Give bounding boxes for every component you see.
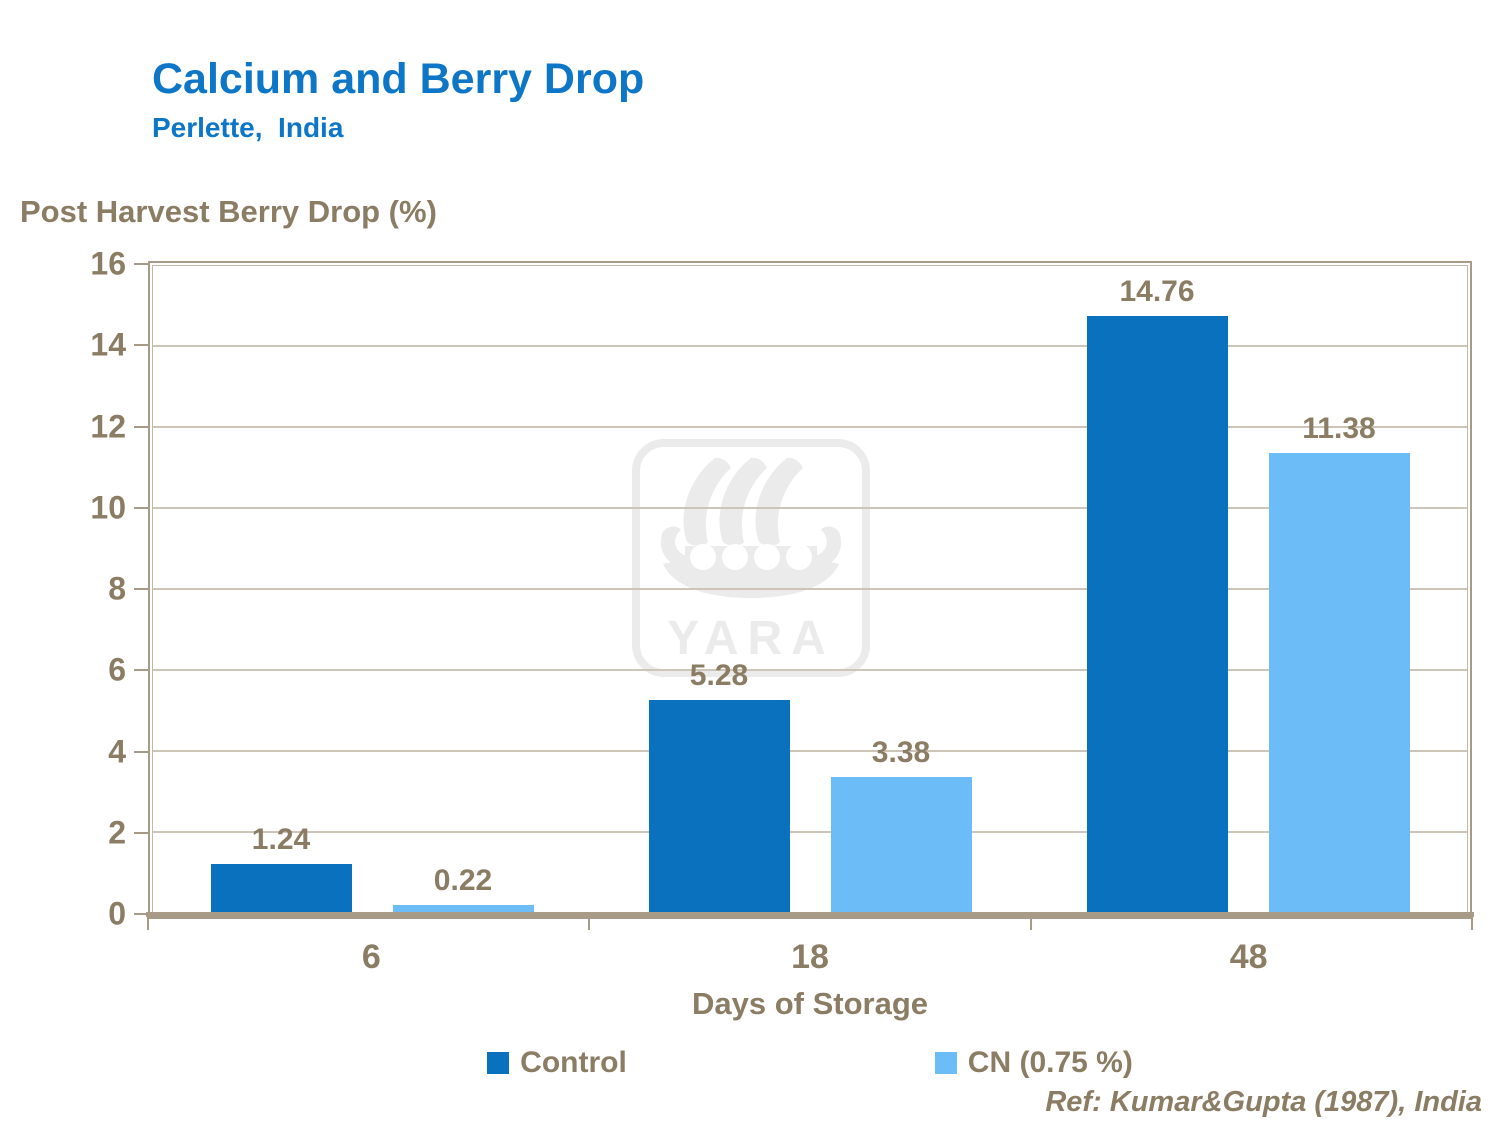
gridline xyxy=(153,588,1467,590)
legend-swatch xyxy=(487,1052,510,1074)
x-category-label: 48 xyxy=(1229,938,1268,976)
watermark-text: YARA xyxy=(667,612,835,665)
y-tick-label: 16 xyxy=(90,245,126,282)
bar-value-label: 3.38 xyxy=(871,736,931,770)
x-axis-labels: 6 18 48 xyxy=(152,938,1468,977)
y-tick-label: 12 xyxy=(90,408,126,444)
x-tick-mark xyxy=(1029,917,1032,930)
bar-cn-0-75- xyxy=(392,905,534,914)
gridline xyxy=(153,831,1467,833)
x-tick-mark xyxy=(1471,917,1473,930)
y-axis-ticks xyxy=(134,263,150,915)
slide-subtitle: Perlette, India xyxy=(152,112,344,143)
slide-title: Calcium and Berry Drop xyxy=(152,55,645,103)
legend-swatch xyxy=(934,1052,957,1074)
bar-value-label: 0.22 xyxy=(433,864,493,898)
bar-control xyxy=(648,700,790,914)
y-tick-label: 8 xyxy=(108,570,126,607)
bar-unit: 5.28 xyxy=(648,266,790,914)
bar-group-48: 14.76 11.38 xyxy=(1029,266,1467,914)
legend-item-control: Control xyxy=(487,1046,627,1080)
y-tick-label: 14 xyxy=(90,326,126,363)
bar-unit: 3.38 xyxy=(830,266,972,914)
y-tick-label: 6 xyxy=(108,651,126,688)
yara-watermark-logo: YARA xyxy=(632,439,870,677)
bar-cn-0-75- xyxy=(1268,453,1410,914)
bar-cn-0-75- xyxy=(830,777,972,914)
legend-label: Control xyxy=(520,1046,627,1079)
legend-item-cn-0-75-: CN (0.75 %) xyxy=(934,1046,1133,1080)
plot-inner: YARA 1.24 0.22 5.28 3.38 14.76 11.38 xyxy=(153,266,1467,914)
y-tick-mark xyxy=(134,750,150,753)
gridlines xyxy=(153,266,1467,914)
legend: Control CN (0.75 %) xyxy=(152,1046,1468,1080)
y-tick-label: 4 xyxy=(108,733,126,769)
legend-label: CN (0.75 %) xyxy=(967,1046,1133,1079)
x-tick-mark xyxy=(147,917,149,930)
y-tick-mark xyxy=(134,669,150,672)
y-tick-mark xyxy=(134,506,150,509)
bars: 1.24 0.22 5.28 3.38 14.76 11.38 xyxy=(153,266,1467,914)
bar-unit: 1.24 xyxy=(210,266,352,914)
gridline xyxy=(153,507,1467,509)
y-tick-label: 0 xyxy=(108,895,126,932)
x-category-label: 18 xyxy=(791,938,829,976)
bar-unit: 0.22 xyxy=(392,266,534,914)
bar-value-label: 14.76 xyxy=(1119,275,1195,309)
gridline xyxy=(153,345,1467,347)
gridline xyxy=(153,750,1467,752)
bar-control xyxy=(1086,316,1228,914)
y-tick-mark xyxy=(134,913,150,915)
bar-control xyxy=(210,863,352,914)
x-category-label: 6 xyxy=(361,938,381,976)
bar-value-label: 1.24 xyxy=(251,822,311,856)
gridline xyxy=(153,426,1467,428)
y-tick-mark xyxy=(134,425,150,428)
reference-text: Ref: Kumar&Gupta (1987), India xyxy=(1045,1086,1482,1118)
bar-unit: 14.76 xyxy=(1086,266,1228,914)
chart-axis-title-y: Post Harvest Berry Drop (%) xyxy=(20,194,437,229)
chart-axis-title-x: Days of Storage xyxy=(691,986,928,1021)
watermark-border xyxy=(632,439,870,677)
y-tick-label: 2 xyxy=(108,814,126,851)
y-tick-mark xyxy=(134,831,150,834)
y-tick-mark xyxy=(134,344,150,347)
bar-value-label: 5.28 xyxy=(689,659,749,693)
x-axis-ticks xyxy=(147,917,1473,931)
y-axis-labels: 0 2 4 6 8 10 12 14 16 xyxy=(30,246,126,932)
bar-unit: 11.38 xyxy=(1268,266,1410,914)
bar-group-18: 5.28 3.38 xyxy=(591,266,1029,914)
x-tick-mark xyxy=(588,917,591,930)
bar-group-6: 1.24 0.22 xyxy=(153,266,591,914)
bar-value-label: 11.38 xyxy=(1302,412,1376,446)
gridline xyxy=(153,669,1467,671)
y-tick-mark xyxy=(134,263,150,265)
ship-shield-holes xyxy=(690,544,812,570)
x-axis-baseline xyxy=(146,912,1474,917)
y-tick-label: 10 xyxy=(90,489,126,526)
y-tick-mark xyxy=(134,588,150,590)
plot-area: YARA 1.24 0.22 5.28 3.38 14.76 11.38 xyxy=(148,261,1472,919)
